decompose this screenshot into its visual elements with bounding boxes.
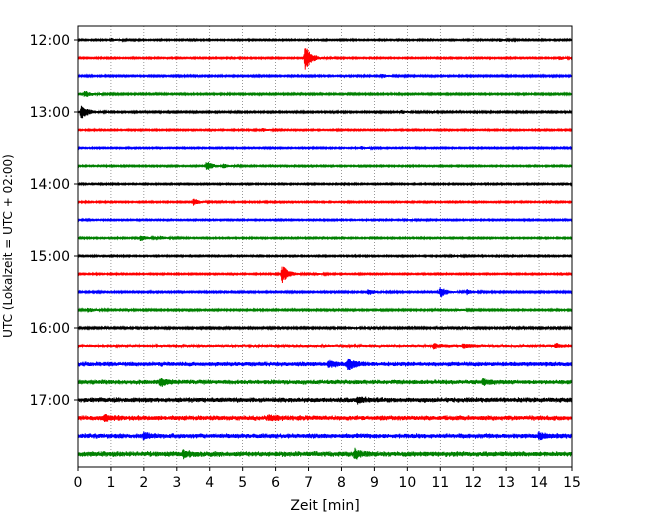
y-tick-label: 14:00 — [30, 177, 70, 193]
trace-16:30 — [77, 358, 573, 371]
x-tick-label: 14 — [530, 475, 548, 491]
x-tick-label: 13 — [497, 475, 515, 491]
x-tick-label: 11 — [431, 475, 449, 491]
trace-17:30 — [77, 430, 573, 441]
trace-14:45 — [77, 235, 573, 242]
x-tick-label: 4 — [205, 475, 214, 491]
trace-12:45 — [77, 90, 573, 98]
x-axis-label: Zeit [min] — [290, 498, 359, 514]
trace-12:15 — [77, 48, 573, 70]
x-axis-ticks: 0 1 2 3 4 5 6 7 8 9 10 11 12 13 14 15 — [74, 467, 581, 491]
x-tick-label: 15 — [563, 475, 581, 491]
x-tick-label: 2 — [139, 475, 148, 491]
trace-13:00 — [77, 105, 573, 119]
x-tick-label: 6 — [271, 475, 280, 491]
trace-17:45 — [77, 447, 573, 460]
y-axis-ticks: 12:00 13:00 14:00 15:00 16:00 17:00 — [30, 33, 78, 409]
x-tick-label: 9 — [370, 475, 379, 491]
y-tick-label: 15:00 — [30, 249, 70, 265]
trace-14:30 — [77, 217, 573, 223]
x-tick-label: 12 — [464, 475, 482, 491]
trace-17:15 — [77, 413, 573, 422]
trace-14:15 — [77, 198, 573, 206]
y-tick-label: 12:00 — [30, 33, 70, 49]
trace-14:00 — [77, 181, 573, 187]
y-tick-label: 13:00 — [30, 105, 70, 121]
trace-16:15 — [77, 343, 573, 350]
trace-15:15 — [77, 266, 573, 284]
trace-15:00 — [77, 253, 573, 259]
trace-17:00 — [77, 396, 573, 405]
x-tick-label: 0 — [74, 475, 83, 491]
trace-12:30 — [77, 73, 573, 79]
trace-15:30 — [77, 287, 573, 298]
x-tick-label: 10 — [398, 475, 416, 491]
y-tick-label: 16:00 — [30, 321, 70, 337]
trace-16:45 — [77, 378, 573, 387]
y-axis-label: UTC (Lokalzeit = UTC + 02:00) — [1, 154, 15, 338]
x-tick-label: 5 — [238, 475, 247, 491]
trace-13:30 — [77, 145, 573, 151]
x-tick-label: 1 — [106, 475, 115, 491]
seismic-traces — [77, 37, 573, 460]
x-tick-label: 8 — [337, 475, 346, 491]
y-tick-label: 17:00 — [30, 393, 70, 409]
x-tick-label: 7 — [304, 475, 313, 491]
trace-13:45 — [77, 161, 573, 170]
x-tick-label: 3 — [172, 475, 181, 491]
trace-13:15 — [77, 127, 573, 133]
trace-15:45 — [77, 307, 573, 313]
trace-16:00 — [77, 325, 573, 331]
plot-frame — [77, 25, 573, 468]
trace-12:00 — [77, 37, 573, 43]
plot-background — [78, 26, 572, 467]
